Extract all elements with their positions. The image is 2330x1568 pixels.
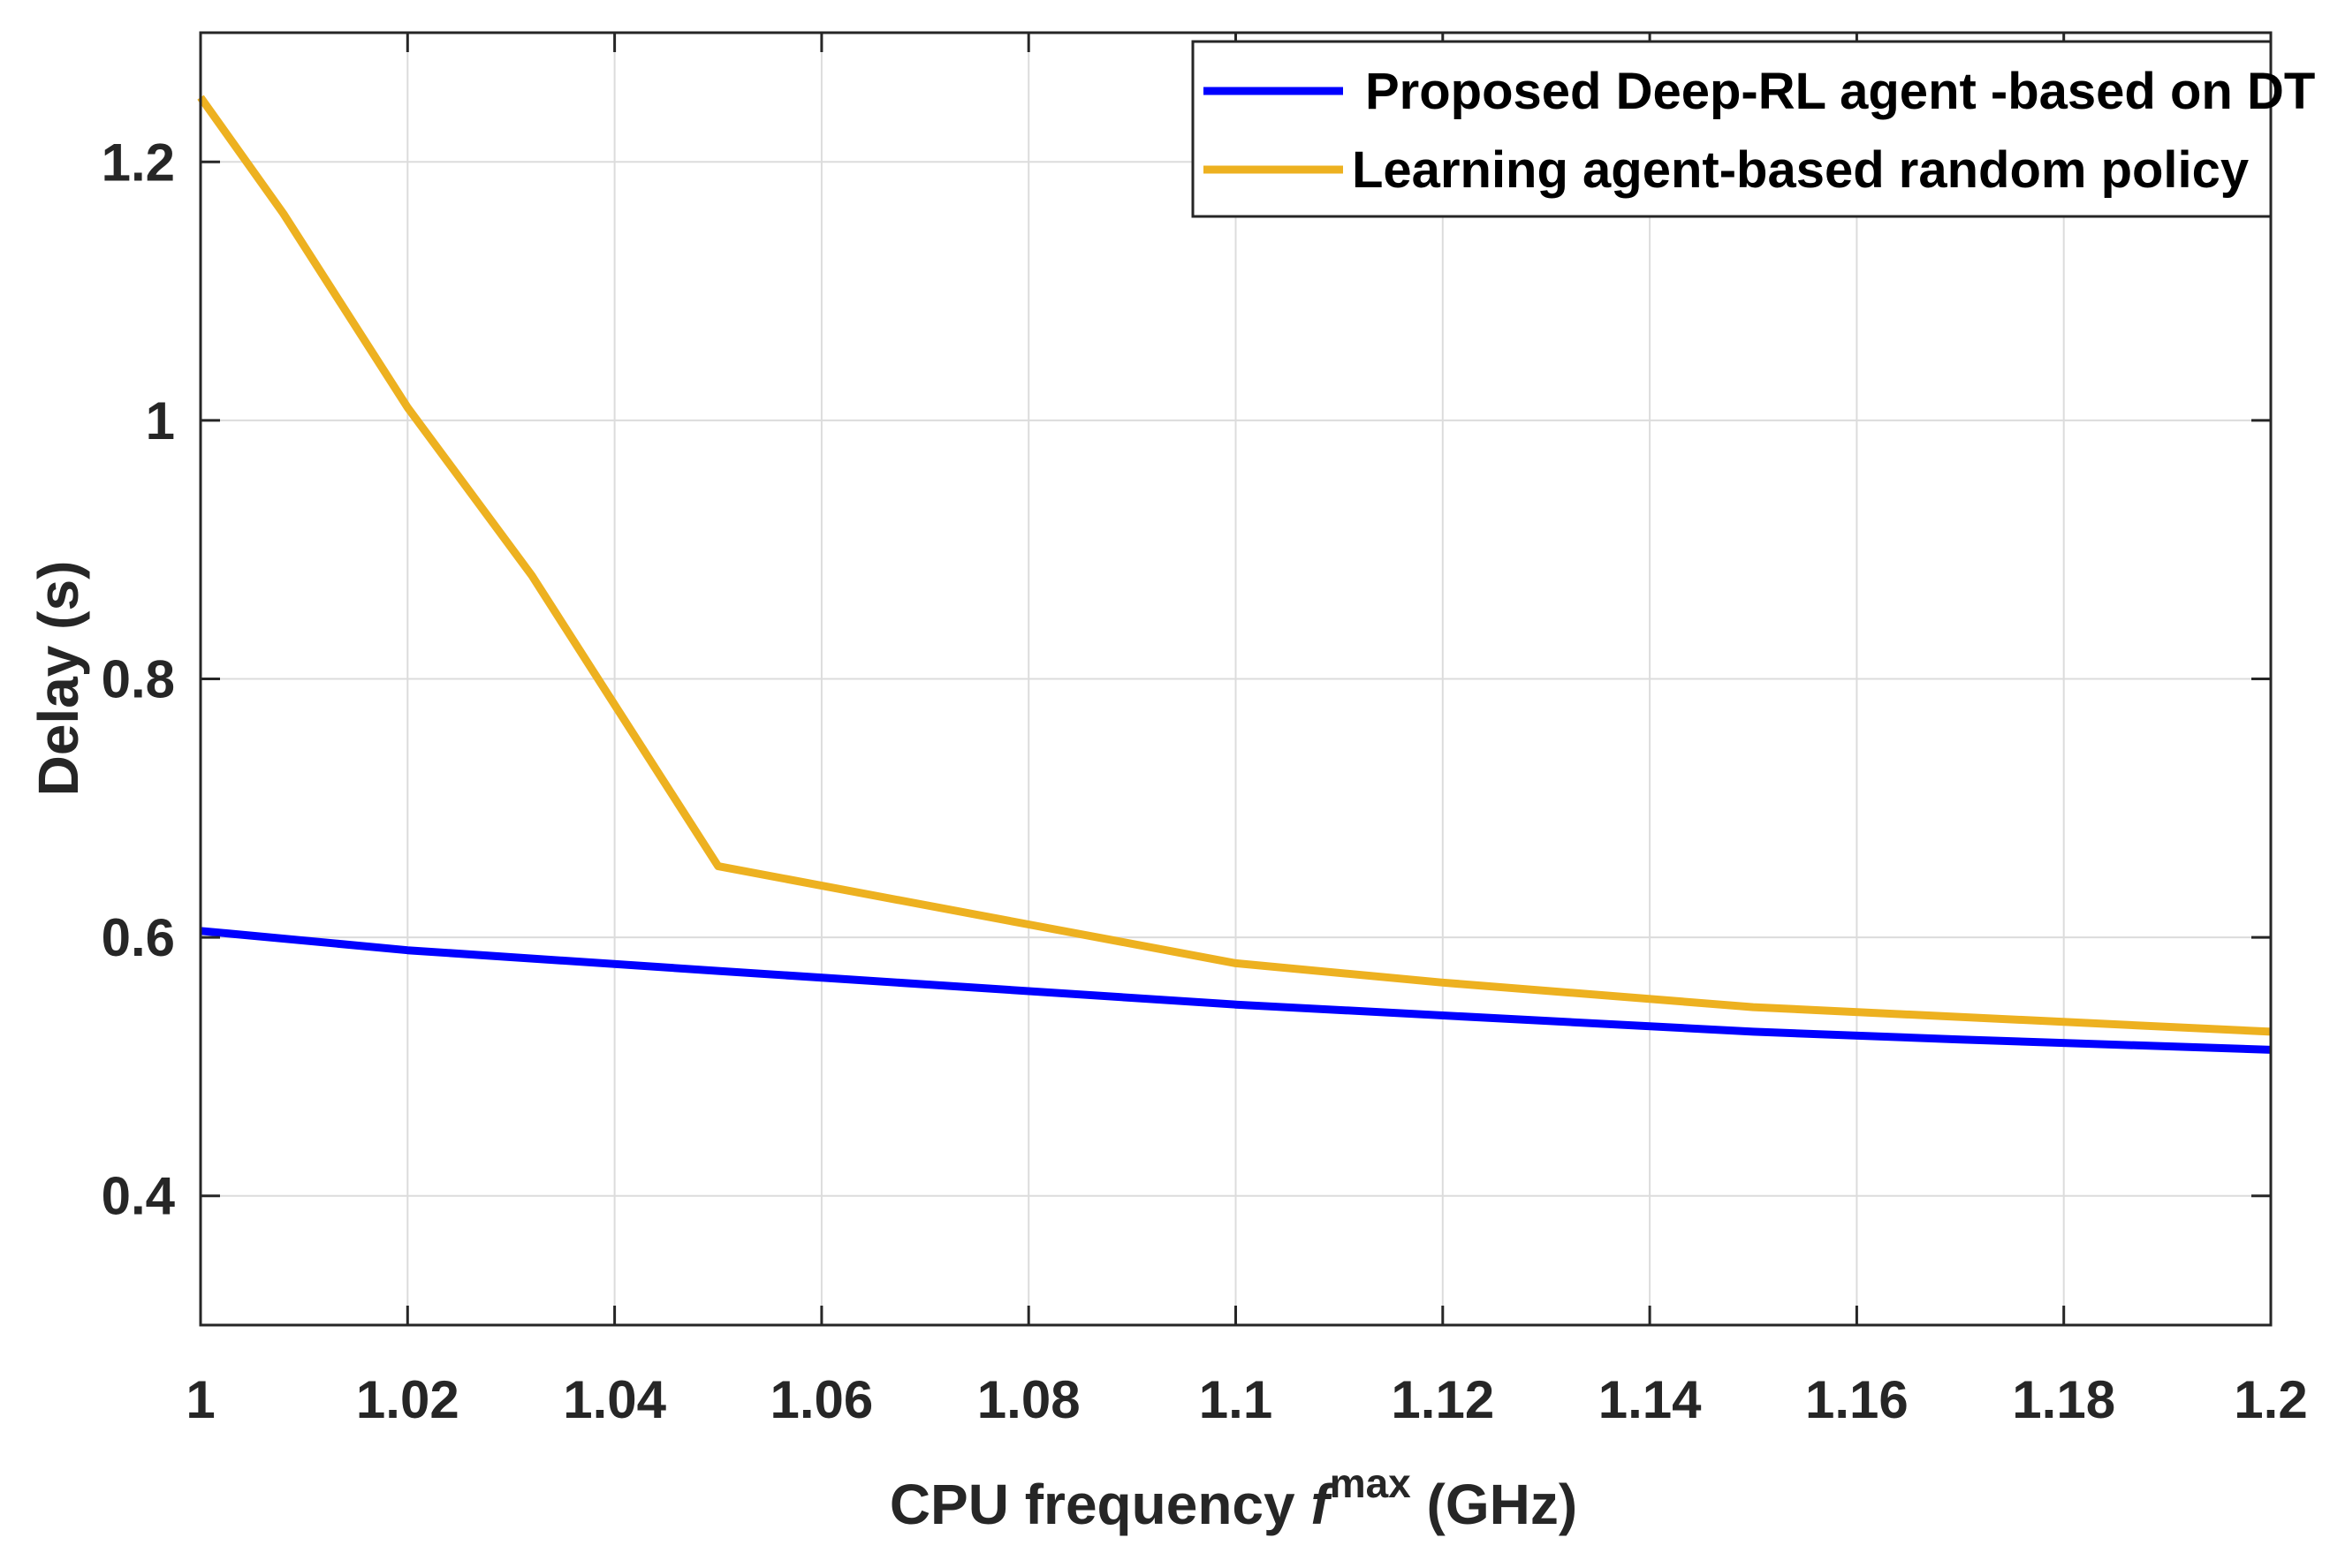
y-axis-title: Delay (s)	[27, 561, 90, 797]
y-tick-label: 0.8	[102, 650, 175, 709]
x-tick-label: 1.16	[1805, 1370, 1909, 1429]
x-tick-label: 1.14	[1598, 1370, 1702, 1429]
legend: Proposed Deep-RL agent -based on DT Lear…	[1191, 40, 2315, 218]
y-tick-label: 0.4	[102, 1167, 176, 1226]
y-tick-label: 1.2	[102, 133, 175, 192]
y-tick-label: 0.6	[102, 908, 175, 967]
x-axis-title-superscript: max	[1330, 1460, 1411, 1506]
x-tick-label: 1.06	[770, 1370, 874, 1429]
x-tick-label: 1.12	[1391, 1370, 1494, 1429]
legend-box	[1191, 40, 2273, 218]
x-tick-label: 1.04	[563, 1370, 666, 1429]
legend-label-proposed: Proposed Deep-RL agent -based on DT	[1365, 63, 2315, 120]
x-tick-labels: 1 1.02 1.04 1.06 1.08 1.1 1.12 1.14 1.16 1.18 1.2	[186, 1370, 2307, 1429]
x-tick-label: 1.02	[356, 1370, 459, 1429]
x-tick-label: 1.2	[2234, 1370, 2307, 1429]
x-tick-label: 1	[186, 1370, 215, 1429]
series-group	[197, 95, 2272, 1054]
legend-label-random: Learning agent-based random policy	[1352, 141, 2249, 199]
series-line-random	[197, 95, 2272, 1036]
x-axis-title: CPU frequency fmax (GHz)	[890, 1460, 1577, 1536]
series-line-proposed	[200, 927, 2272, 1054]
x-tick-label: 1.18	[2012, 1370, 2115, 1429]
x-axis-title-prefix: CPU frequency	[890, 1473, 1311, 1536]
x-tick-label: 1.08	[977, 1370, 1081, 1429]
x-tick-label: 1.1	[1199, 1370, 1272, 1429]
y-tick-label: 1	[146, 391, 175, 451]
y-tick-labels: 0.4 0.6 0.8 1 1.2	[102, 133, 176, 1225]
x-axis-title-suffix: (GHz)	[1411, 1473, 1577, 1536]
